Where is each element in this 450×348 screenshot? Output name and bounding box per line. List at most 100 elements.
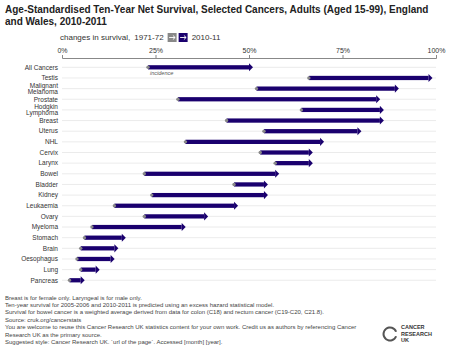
category-label: Ovary xyxy=(41,213,59,221)
tick: 50% xyxy=(242,47,256,58)
start-point xyxy=(232,183,235,186)
chart-svg: Age-Standardised Ten-Year Net Survival, … xyxy=(0,0,450,348)
start-points xyxy=(68,66,311,282)
bar xyxy=(144,214,204,218)
axis-line xyxy=(63,55,437,59)
legend: changes in survival,1971-722010-11 xyxy=(60,33,221,42)
bar-arrowhead xyxy=(380,106,384,114)
tick-mark xyxy=(343,55,344,58)
footnote: Source: cruk.org/cancerstats xyxy=(5,317,81,323)
tick-mark xyxy=(156,55,157,58)
text-line: Leukaemia xyxy=(26,202,58,209)
y-axis-labels: All Cancers TestisMalignantMelanomaProsta… xyxy=(21,64,59,284)
text-line: Myeloma xyxy=(32,223,59,231)
tick-label: 75% xyxy=(336,47,350,54)
start-point xyxy=(300,108,303,111)
annotation: incidence xyxy=(150,70,173,76)
text-line: Lung xyxy=(44,266,59,274)
text-line: All Cancers xyxy=(25,64,59,71)
legend-arrow xyxy=(169,36,175,40)
category-label: All Cancers xyxy=(25,64,59,71)
footnote: Suggested style: Cancer Research UK. ´ur… xyxy=(5,339,223,345)
logo-mark xyxy=(382,327,397,342)
text-line: Age-Standardised Ten-Year Net Survival, … xyxy=(5,4,428,15)
tick-mark xyxy=(436,55,437,58)
category-label: Myeloma xyxy=(32,223,59,231)
text-line: Brain xyxy=(43,245,59,252)
text-line: Uterus xyxy=(39,127,59,134)
start-point xyxy=(75,257,78,260)
start-point xyxy=(146,66,149,69)
bar xyxy=(81,267,96,271)
category-label: MalignantMelanoma xyxy=(28,82,59,96)
text-line: Kidney xyxy=(38,191,59,199)
text-line: Research UK as the primary source. xyxy=(5,332,102,338)
tick-label: 25% xyxy=(149,47,163,54)
title: Age-Standardised Ten-Year Net Survival, … xyxy=(5,4,428,27)
tick-label: 100% xyxy=(428,47,446,54)
bar-arrowhead xyxy=(309,148,313,156)
bar-arrowhead xyxy=(376,95,380,103)
plot-area xyxy=(62,63,436,284)
x-axis: 0%25%50%75%100% xyxy=(57,47,445,59)
category-label: Testis xyxy=(41,74,58,81)
subtitle: changes in survival, xyxy=(60,33,130,42)
start-point xyxy=(83,236,86,239)
bar xyxy=(114,204,234,208)
category-label: Brain xyxy=(43,245,59,252)
bar xyxy=(92,225,182,229)
start-point xyxy=(90,225,93,228)
text-line: Breast xyxy=(39,117,58,124)
start-point xyxy=(79,247,82,250)
start-point xyxy=(176,98,179,101)
bar xyxy=(148,65,249,69)
start-point xyxy=(184,140,187,143)
start-point xyxy=(113,204,116,207)
text-line: Source: cruk.org/cancerstats xyxy=(5,317,81,323)
bar xyxy=(77,257,111,261)
bar-arrowhead xyxy=(264,191,268,199)
tick: 25% xyxy=(149,47,163,58)
category-label: Oesophagus xyxy=(21,255,59,263)
category-label: Lung xyxy=(44,266,59,274)
logo-text: UK xyxy=(401,337,409,343)
category-label: Bladder xyxy=(36,181,59,188)
start-point xyxy=(68,279,71,282)
bar-arrowhead xyxy=(111,255,115,263)
start-point xyxy=(307,76,310,79)
footnote: Ten-year survival for 2005-2006 and 2010… xyxy=(5,302,274,308)
bars xyxy=(69,63,432,284)
text-line: Melanoma xyxy=(28,88,59,95)
text-line: Bladder xyxy=(36,181,59,188)
footnotes: Breast is for female only. Laryngeal is … xyxy=(5,295,356,345)
footnote: Survival for bowel cancer is a weighted … xyxy=(5,309,324,315)
bar-arrowhead xyxy=(380,117,384,125)
category-label: Larynx xyxy=(38,159,58,167)
text-line: Breast is for female only. Laryngeal is … xyxy=(5,295,142,301)
bar-arrowhead xyxy=(429,74,433,82)
text-line: Prostate xyxy=(34,96,59,103)
bar-arrowhead xyxy=(234,202,238,210)
category-label: Kidney xyxy=(38,191,59,199)
bar-arrowhead xyxy=(275,170,279,178)
category-label: Cervix xyxy=(40,149,59,156)
text-line: Stomach xyxy=(32,234,58,241)
bar xyxy=(234,182,264,186)
category-label: Uterus xyxy=(39,127,59,134)
bar xyxy=(178,97,376,101)
category-label: NHL xyxy=(45,138,58,145)
bar xyxy=(81,246,115,250)
text-line: Larynx xyxy=(38,159,58,167)
bar-arrowhead xyxy=(182,223,186,231)
legend-arrow xyxy=(180,36,186,40)
logo: CANCERRESEARCHUK xyxy=(382,324,431,343)
grid-line xyxy=(62,258,436,259)
start-point xyxy=(259,151,262,154)
bar-arrowhead xyxy=(395,85,399,93)
start-point xyxy=(225,119,228,122)
grid-line xyxy=(62,152,436,153)
text-line: You are welcome to reuse this Cancer Res… xyxy=(5,324,356,330)
footnote: You are welcome to reuse this Cancer Res… xyxy=(5,324,356,337)
bar xyxy=(227,118,380,122)
bar-arrowhead xyxy=(249,63,253,71)
